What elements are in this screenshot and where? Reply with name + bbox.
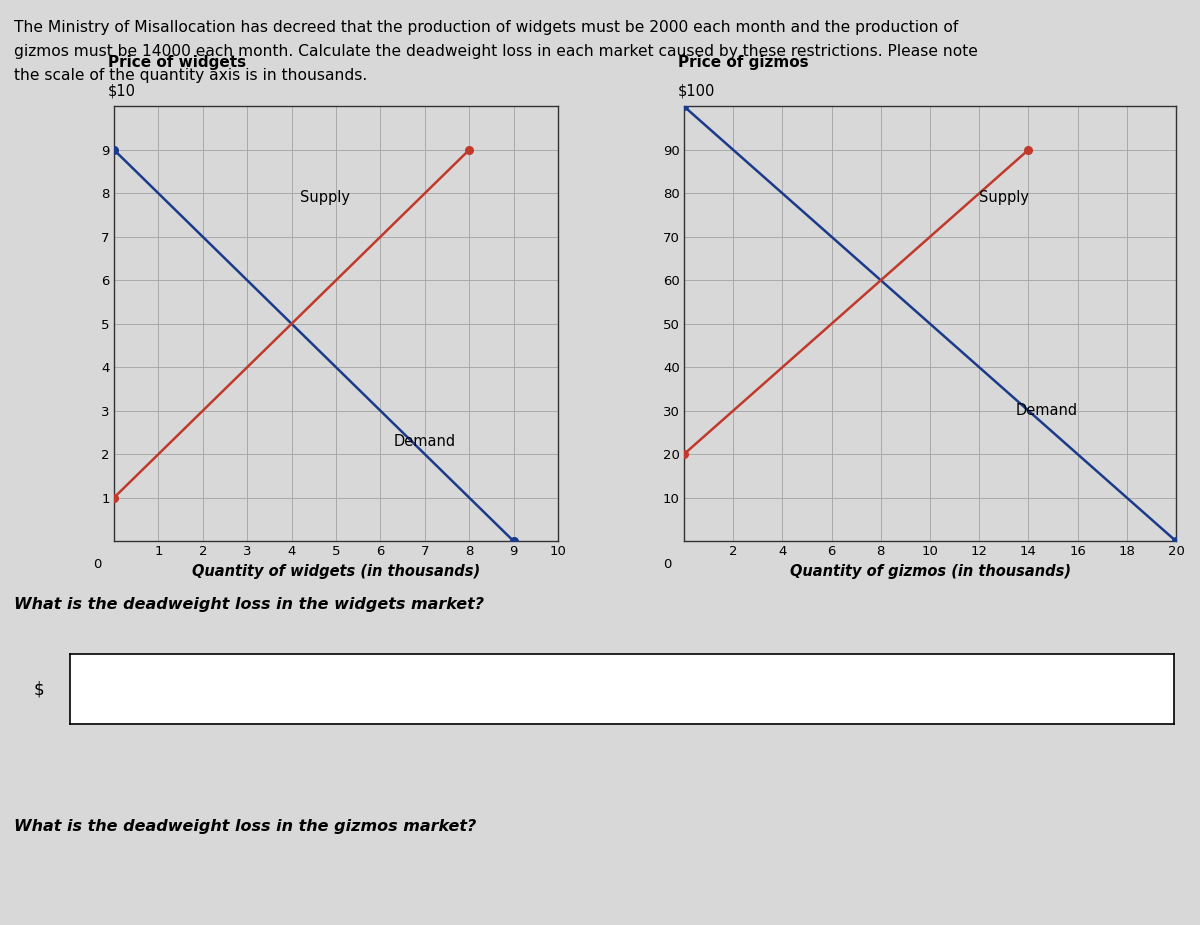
- Text: 0: 0: [664, 558, 671, 571]
- X-axis label: Quantity of gizmos (in thousands): Quantity of gizmos (in thousands): [790, 564, 1070, 579]
- Text: What is the deadweight loss in the gizmos market?: What is the deadweight loss in the gizmo…: [14, 819, 476, 833]
- X-axis label: Quantity of widgets (in thousands): Quantity of widgets (in thousands): [192, 564, 480, 579]
- Text: Supply: Supply: [300, 191, 350, 205]
- Text: Price of widgets: Price of widgets: [108, 56, 246, 70]
- Text: Price of gizmos: Price of gizmos: [678, 56, 809, 70]
- Text: 0: 0: [94, 558, 101, 571]
- Text: Demand: Demand: [1016, 403, 1079, 418]
- Text: Demand: Demand: [394, 434, 456, 449]
- Text: The Ministry of Misallocation has decreed that the production of widgets must be: The Ministry of Misallocation has decree…: [14, 20, 959, 35]
- Text: the scale of the quantity axis is in thousands.: the scale of the quantity axis is in tho…: [14, 68, 367, 83]
- Text: What is the deadweight loss in the widgets market?: What is the deadweight loss in the widge…: [14, 597, 485, 611]
- Text: Supply: Supply: [979, 191, 1030, 205]
- Text: gizmos must be 14000 each month. Calculate the deadweight loss in each market ca: gizmos must be 14000 each month. Calcula…: [14, 44, 978, 59]
- Text: $10: $10: [108, 83, 136, 98]
- Text: $: $: [34, 680, 44, 698]
- Text: $100: $100: [678, 83, 715, 98]
